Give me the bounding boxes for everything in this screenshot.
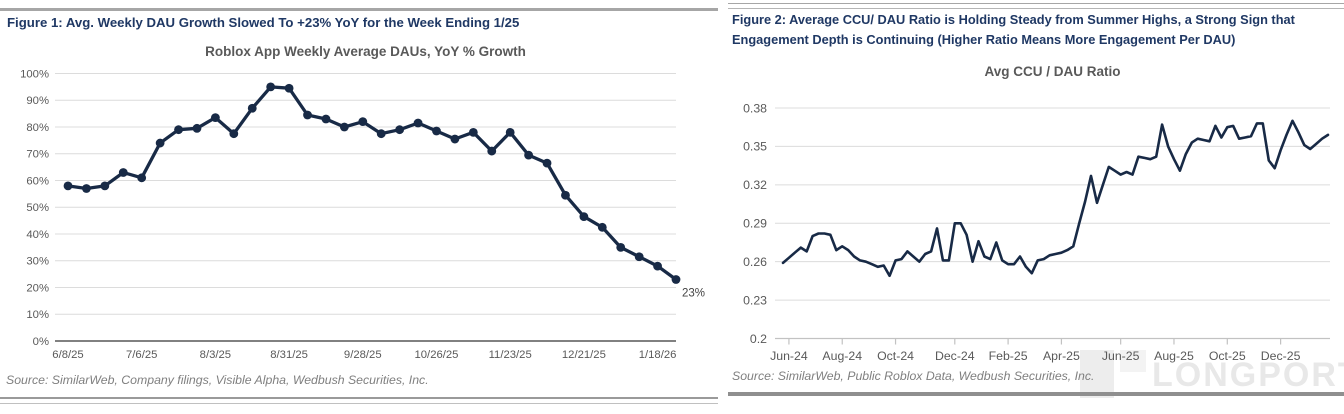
figure1-caption: Figure 1: Avg. Weekly DAU Growth Slowed … xyxy=(7,15,520,30)
data-point-marker xyxy=(174,125,183,135)
longport-watermark-text: LONGPORT xyxy=(1152,356,1344,394)
last-value-label: 23% xyxy=(682,287,705,299)
figure1-panel: Figure 1: Avg. Weekly DAU Growth Slowed … xyxy=(0,8,718,404)
figure1-chart-title: Roblox App Weekly Average DAUs, YoY % Gr… xyxy=(205,44,526,59)
y-axis-tick-label: 40% xyxy=(26,229,49,241)
y-axis-tick-label: 90% xyxy=(26,95,49,107)
data-point-marker xyxy=(395,125,405,135)
data-point-marker xyxy=(597,222,607,232)
x-axis-tick-label: 8/3/25 xyxy=(200,349,231,361)
data-point-marker xyxy=(82,184,91,193)
figure1-top-rule xyxy=(0,8,718,11)
data-point-marker xyxy=(100,181,110,191)
y-axis-tick-label: 20% xyxy=(26,282,49,294)
data-point-marker xyxy=(137,173,147,183)
data-point-marker xyxy=(653,261,662,271)
data-point-marker xyxy=(321,114,331,124)
x-axis-tick-label: Oct-25 xyxy=(1209,349,1246,363)
y-axis-tick-label: 0.35 xyxy=(743,140,767,154)
data-point-marker xyxy=(505,127,515,137)
x-axis-tick-label: Feb-25 xyxy=(989,349,1028,363)
x-axis-tick-label: 12/21/25 xyxy=(562,349,606,361)
y-axis-tick-label: 0.32 xyxy=(743,178,767,192)
figure1-source: Source: SimilarWeb, Company filings, Vis… xyxy=(6,373,429,387)
data-point-marker xyxy=(339,122,349,132)
figure2-chart-title: Avg CCU / DAU Ratio xyxy=(984,64,1121,79)
data-point-marker xyxy=(210,113,220,123)
data-point-marker xyxy=(376,129,386,139)
data-point-marker xyxy=(155,138,165,148)
y-axis-tick-label: 0.23 xyxy=(743,293,767,307)
y-axis-tick-label: 0.2 xyxy=(750,332,767,346)
data-point-marker xyxy=(247,103,257,113)
x-axis-tick-label: Aug-25 xyxy=(1154,349,1194,363)
y-axis-tick-label: 50% xyxy=(26,202,49,214)
data-point-marker xyxy=(450,134,460,144)
figure2-panel: LONGPORT Figure 2: Average CCU/ DAU Rati… xyxy=(728,0,1344,414)
figure1-bottom-rule xyxy=(0,397,718,404)
figure2-source: Source: SimilarWeb, Public Roblox Data, … xyxy=(732,369,1095,383)
x-axis-tick-label: Oct-24 xyxy=(877,349,914,363)
y-axis-tick-label: 0.38 xyxy=(743,101,767,115)
x-axis-tick-label: Dec-24 xyxy=(935,349,975,363)
y-axis-tick-label: 30% xyxy=(26,256,49,268)
x-axis-tick-label: Dec-25 xyxy=(1261,349,1301,363)
data-point-marker xyxy=(542,158,552,168)
data-point-marker xyxy=(432,126,441,136)
y-axis-tick-label: 80% xyxy=(26,122,49,134)
longport-logo-icon xyxy=(1120,350,1146,372)
data-point-marker xyxy=(671,275,681,284)
x-axis-tick-label: 11/23/25 xyxy=(489,349,532,361)
y-axis-tick-label: 100% xyxy=(20,68,49,80)
data-point-marker xyxy=(524,150,534,160)
y-axis-tick-label: 0% xyxy=(33,336,49,348)
data-point-marker xyxy=(487,146,497,156)
data-point-marker xyxy=(229,129,239,139)
data-point-marker xyxy=(579,212,589,222)
data-point-marker xyxy=(63,181,73,191)
data-point-marker xyxy=(634,252,644,262)
series-line xyxy=(66,85,678,282)
x-axis-tick-label: Jun-25 xyxy=(1102,349,1140,363)
data-point-marker xyxy=(561,190,570,200)
longport-watermark: LONGPORT xyxy=(1078,346,1344,406)
x-axis-tick-label: 8/31/25 xyxy=(270,349,308,361)
y-axis-tick-label: 10% xyxy=(26,309,49,321)
data-point-marker xyxy=(284,83,294,93)
y-axis-tick-label: 0.26 xyxy=(743,255,767,269)
y-axis-tick-label: 60% xyxy=(26,175,49,187)
y-axis-tick-label: 70% xyxy=(26,149,49,161)
x-axis-tick-label: Jun-24 xyxy=(770,349,808,363)
x-axis-tick-label: Apr-25 xyxy=(1043,349,1080,363)
figure1-line-chart: 100% 90% 80% 70% 60% 50% 40% 30% 20% 10% 0%6/8/25 7… xyxy=(20,68,705,361)
x-axis-tick-label: 1/18/26 xyxy=(639,349,677,361)
x-axis-tick-label: 6/8/25 xyxy=(52,349,83,361)
data-point-marker xyxy=(118,168,128,177)
data-point-marker xyxy=(266,82,276,92)
data-point-marker xyxy=(192,123,202,133)
y-axis-tick-label: 0.29 xyxy=(743,217,767,231)
figure2-bottom-rule xyxy=(728,392,1344,396)
data-point-marker xyxy=(413,118,423,128)
x-axis-tick-label: 10/26/25 xyxy=(414,349,458,361)
data-point-marker xyxy=(358,117,368,127)
x-axis-tick-label: 9/28/25 xyxy=(344,349,382,361)
longport-logo-icon xyxy=(1080,350,1114,398)
figure2-top-rule xyxy=(728,3,1344,9)
data-point-marker xyxy=(303,110,312,120)
x-axis-tick-label: Aug-24 xyxy=(822,349,862,363)
series-line xyxy=(781,119,1330,278)
data-point-marker xyxy=(616,242,626,252)
x-axis-tick-label: 7/6/25 xyxy=(126,349,157,361)
figure2-caption: Figure 2: Average CCU/ DAU Ratio is Hold… xyxy=(732,12,1295,47)
data-point-marker xyxy=(468,127,478,137)
